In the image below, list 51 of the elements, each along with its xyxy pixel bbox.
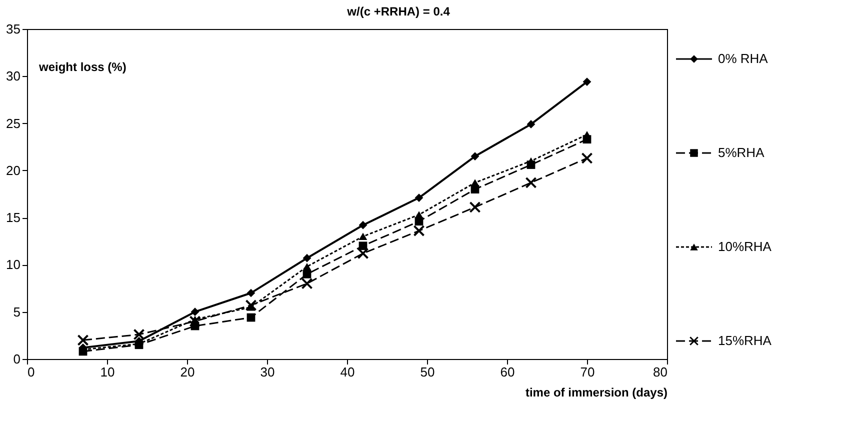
x-tick-label: 30 <box>260 364 275 380</box>
y-tick-label: 20 <box>6 162 20 178</box>
point <box>301 278 313 290</box>
legend-label: 10%RHA <box>718 239 772 254</box>
x-tick-label: 50 <box>420 364 435 380</box>
point <box>470 179 480 186</box>
point <box>582 78 592 86</box>
x-tick-label: 40 <box>340 364 355 380</box>
point <box>302 270 312 278</box>
point <box>77 334 89 346</box>
point <box>525 176 537 188</box>
x-axis-title: time of immersion (days) <box>525 386 668 400</box>
chart-title: w/(c +RRHA) = 0.4 <box>346 4 450 18</box>
point <box>358 232 368 240</box>
y-tick-label: 15 <box>6 210 20 226</box>
point <box>357 248 369 260</box>
point <box>189 316 201 328</box>
point <box>358 242 368 250</box>
y-tick-label: 10 <box>6 257 20 272</box>
x-tick-label: 70 <box>580 364 595 380</box>
point <box>358 220 368 230</box>
point <box>469 201 481 213</box>
legend-label: 0% RHA <box>718 51 768 66</box>
point <box>302 262 312 270</box>
y-tick-label: 0 <box>13 352 20 366</box>
point <box>581 152 593 164</box>
point <box>470 152 480 160</box>
x-tick-label: 0 <box>28 364 35 380</box>
point <box>302 254 312 262</box>
y-tick-label: 25 <box>6 116 20 131</box>
point <box>190 308 200 316</box>
y-tick-label: 35 <box>6 22 20 36</box>
legend-label: 15%RHA <box>718 333 772 348</box>
point <box>414 211 424 218</box>
point <box>526 157 536 165</box>
y-axis-title: weight loss (%) <box>38 60 126 74</box>
y-tick-label: 30 <box>6 68 20 84</box>
x-tick-label: 20 <box>180 364 195 380</box>
x-tick-label: 80 <box>653 364 668 380</box>
legend-label: 5%RHA <box>718 145 765 160</box>
point <box>246 288 256 298</box>
point <box>526 120 536 128</box>
y-tick-label: 5 <box>13 304 20 320</box>
point <box>245 300 257 311</box>
point <box>246 313 256 322</box>
point <box>133 328 145 340</box>
point <box>413 225 425 237</box>
point <box>582 130 592 138</box>
x-tick-label: 10 <box>100 364 115 380</box>
x-tick-label: 60 <box>500 364 515 380</box>
point <box>414 194 424 202</box>
